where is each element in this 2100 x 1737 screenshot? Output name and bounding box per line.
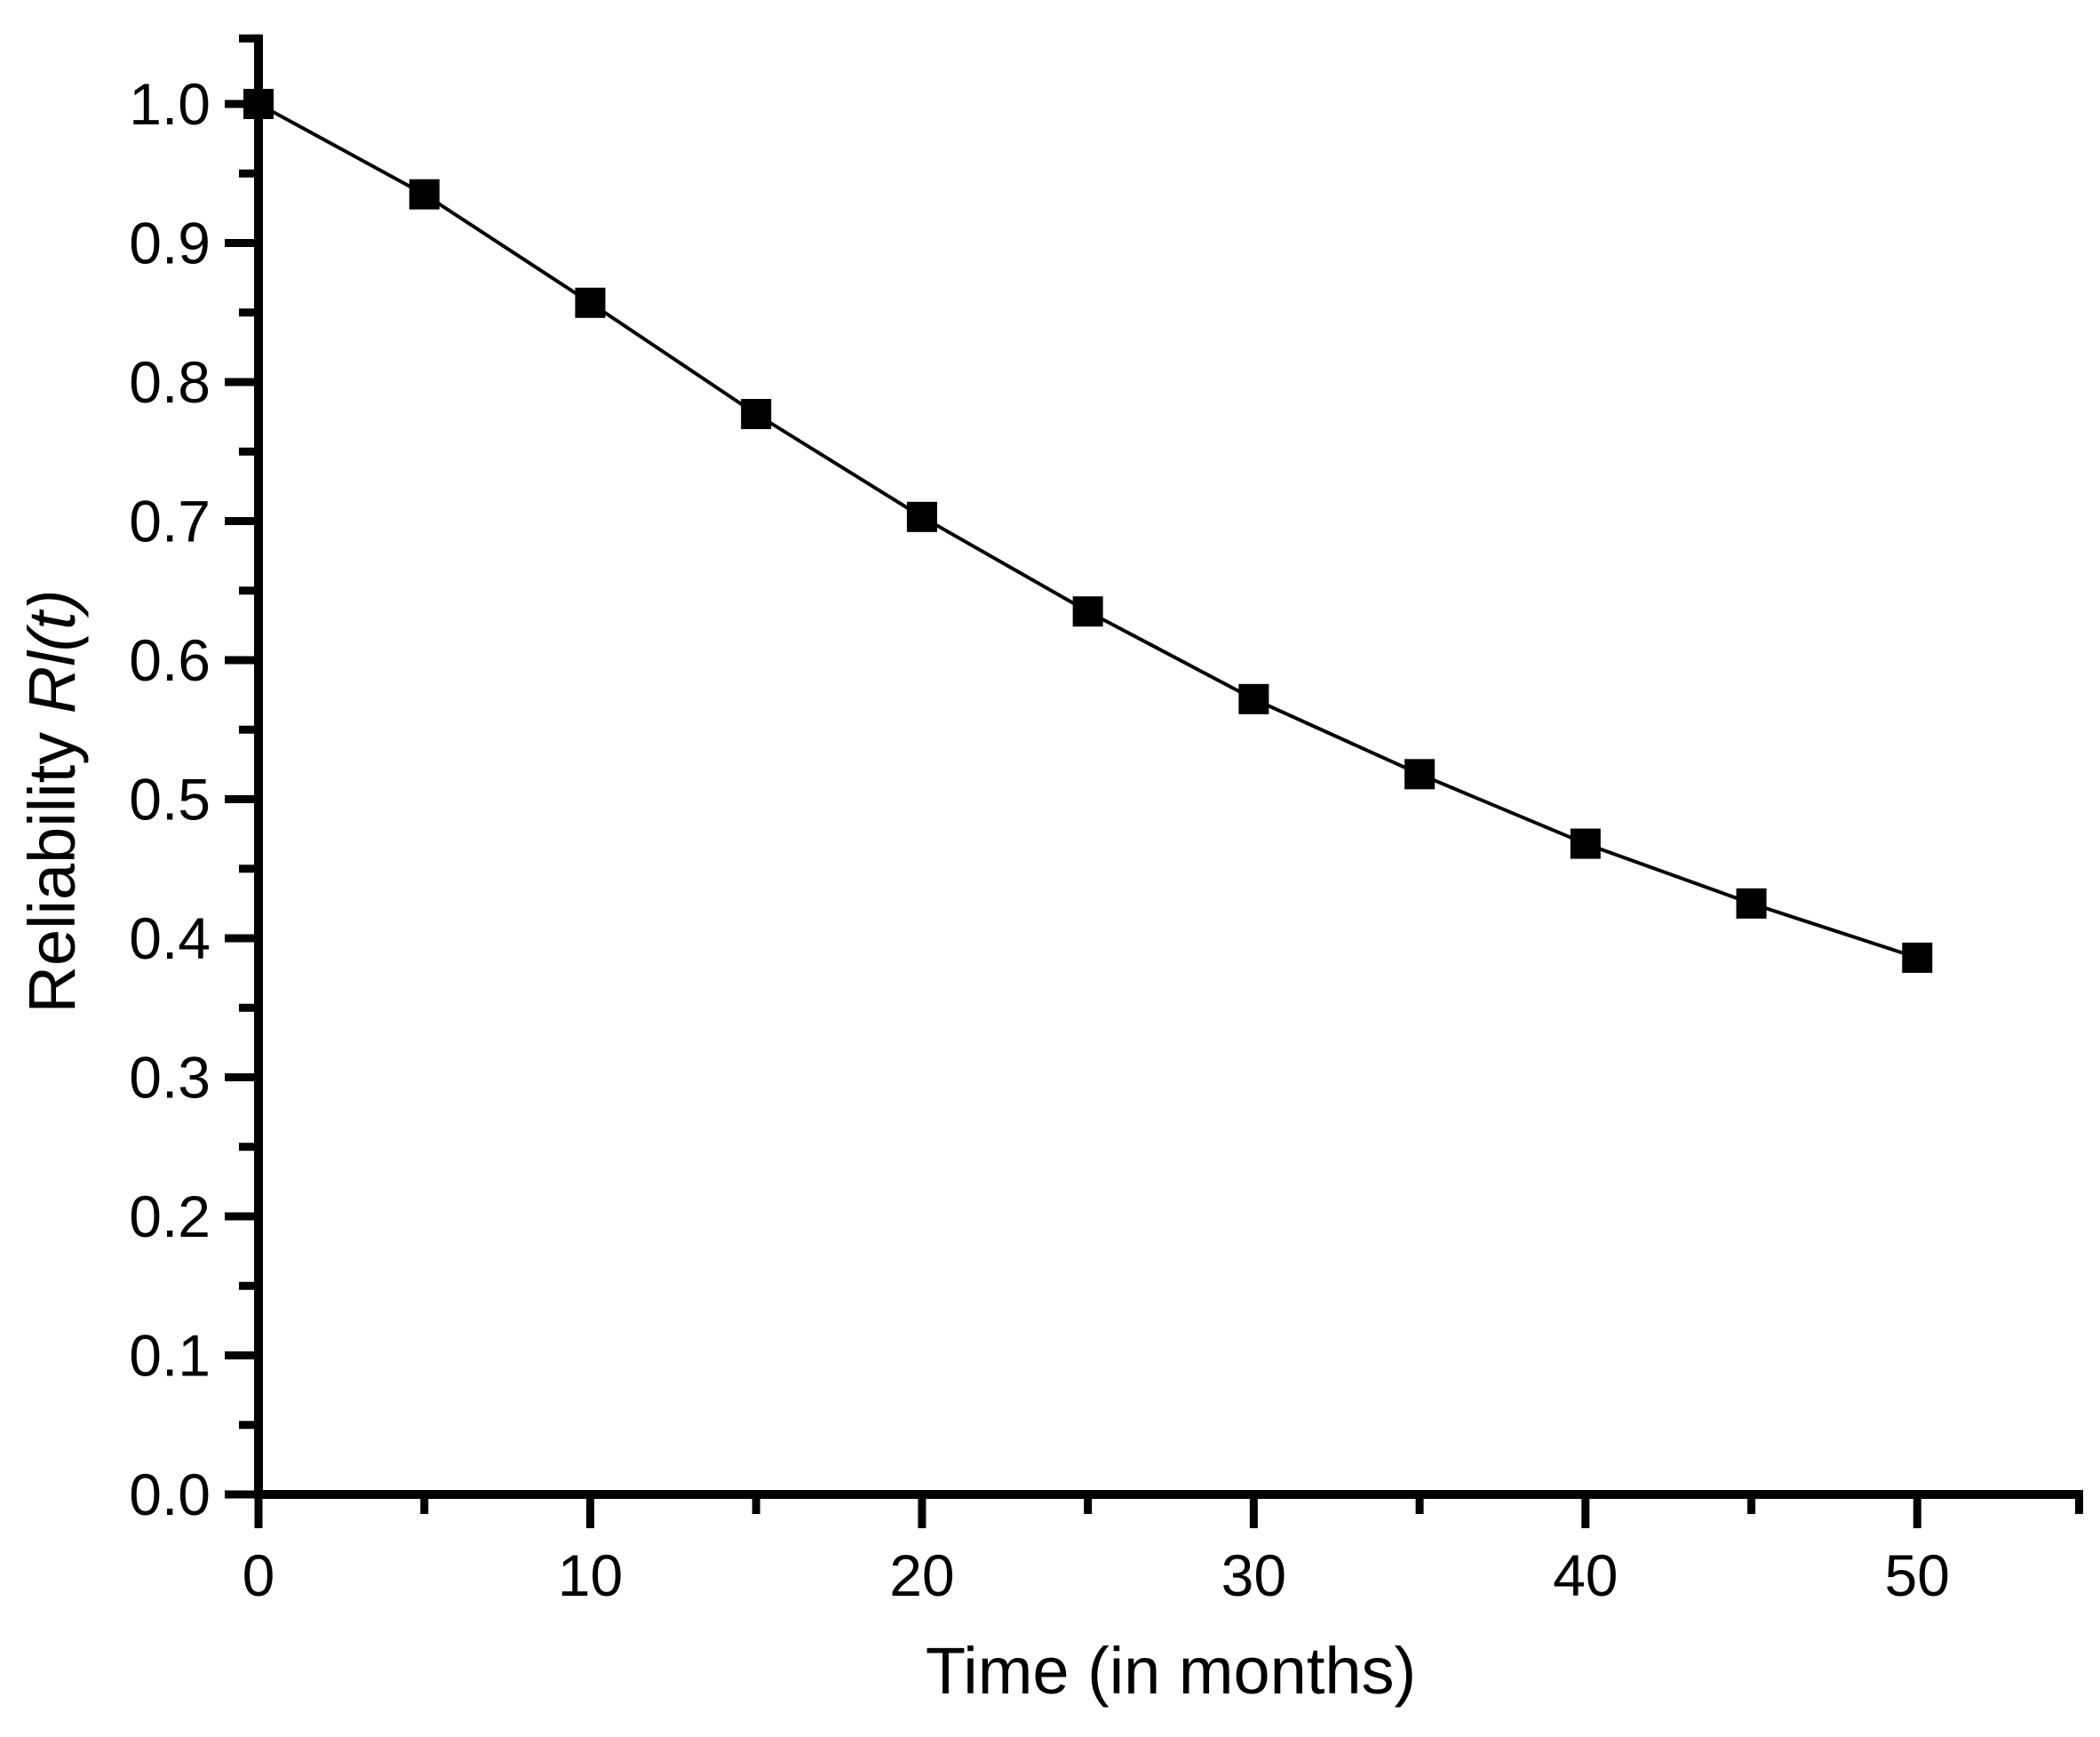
y-axis-tick-label: 0.6 [129,627,211,693]
y-axis-tick-label: 0.8 [129,349,211,415]
y-axis-title-regular: Reliability [15,713,89,1013]
y-axis-title-italic: Rl(t) [15,590,89,714]
data-point-marker [1902,942,1933,973]
y-axis-tick-label: 0.4 [129,905,211,971]
y-axis-tick-label: 0.7 [129,489,211,554]
x-axis-tick-label: 40 [1553,1542,1618,1608]
y-axis-tick-label: 0.9 [129,211,211,276]
x-axis-tick-label: 20 [889,1542,954,1608]
x-axis-tick-label: 50 [1885,1542,1950,1608]
data-point-marker [741,398,772,429]
y-axis-tick-label: 1.0 [129,71,211,137]
data-line [258,102,1918,960]
x-axis-tick-label: 10 [558,1542,623,1608]
y-axis-title: Reliability Rl(t) [15,590,89,1014]
data-point-marker [243,89,274,119]
data-point-marker [906,501,937,532]
x-axis-tick-label: 30 [1221,1542,1286,1608]
data-point-marker [409,179,440,210]
data-point-marker [1570,828,1601,859]
data-point-marker [1072,596,1103,627]
x-axis-title: Time (in months) [926,1634,1416,1708]
y-axis-tick-label: 0.1 [129,1323,211,1389]
y-axis-tick-label: 0.3 [129,1045,211,1111]
y-axis-tick-label: 0.0 [129,1462,211,1527]
y-axis-tick-label: 0.5 [129,767,211,833]
data-point-marker [1238,683,1269,714]
data-point-marker [575,287,606,318]
y-axis-tick-label: 0.2 [129,1183,211,1249]
data-point-marker [1736,888,1767,919]
x-axis-tick-label: 0 [243,1542,275,1608]
data-point-marker [1404,759,1436,790]
